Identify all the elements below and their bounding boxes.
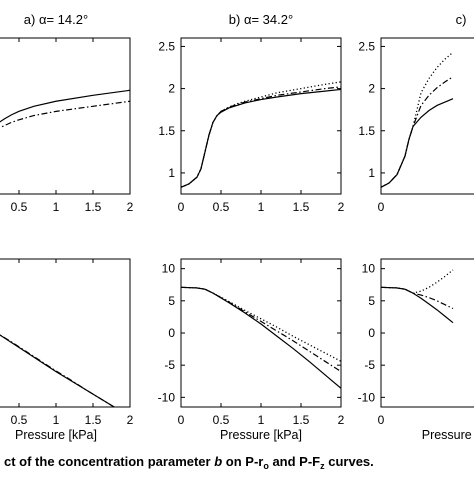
axes-frame <box>0 37 131 195</box>
y-tick-label: 5 <box>168 294 175 308</box>
x-tick-label: 2 <box>338 200 345 214</box>
x-tick-label: 2 <box>127 413 134 427</box>
x-tick-label: 1.5 <box>85 200 102 214</box>
series-line-dashdot <box>381 76 454 188</box>
x-tick-label: 2 <box>127 200 134 214</box>
caption-param: b <box>214 454 222 469</box>
y-tick-label: 1.5 <box>358 124 375 138</box>
y-tick-label: -10 <box>358 390 376 404</box>
subplot-title: a) α= 14.2° <box>24 12 88 27</box>
series-group <box>0 89 131 129</box>
subplot-3: 0 1 1.5 2 2.5 c) <box>358 12 474 214</box>
axes-frame <box>380 258 474 408</box>
caption-sub1: o <box>263 461 269 471</box>
y-tick-label: 1 <box>368 166 375 180</box>
y-tick-label: 10 <box>362 262 376 276</box>
series-group <box>381 51 454 188</box>
y-tick-label: 10 <box>162 262 176 276</box>
series-line-dashdot <box>181 286 341 373</box>
subplot-5: 0 0.5 1 1.5 2 -10 -5 0 5 10 Pressure [kPa] <box>158 258 345 442</box>
series-group <box>381 269 454 324</box>
axes-frame <box>180 258 342 408</box>
subplot-1: 0.5 1 1.5 2 a) α= 14.2° <box>0 12 134 214</box>
series-line-dotted <box>381 269 454 294</box>
figure-caption: ct of the concentration parameter b on P… <box>4 454 374 471</box>
y-tick-label: 5 <box>368 294 375 308</box>
series-line-solid <box>0 334 116 407</box>
y-tick-label: -5 <box>164 358 175 372</box>
caption-post: curves. <box>325 454 374 469</box>
x-tick-label: 0.5 <box>213 200 230 214</box>
subplots: 0.5 1 1.5 2 a) α= 14.2° 0 0.5 1 1.5 2 1 1.5 2 2.5 b) α… <box>0 12 474 442</box>
series-group <box>0 334 116 407</box>
y-tick-label: 2.5 <box>158 39 175 53</box>
y-tick-label: 0 <box>168 326 175 340</box>
x-tick-label: 0 <box>178 200 185 214</box>
series-line-dashdot <box>0 100 131 129</box>
x-tick-label: 2 <box>338 413 345 427</box>
series-group <box>181 81 341 188</box>
axes-frame <box>180 37 342 195</box>
axes-frame <box>0 258 131 408</box>
x-tick-label: 1 <box>53 200 60 214</box>
x-axis-label: Pressure [kPa] <box>15 428 97 442</box>
x-tick-label: 1.5 <box>293 413 310 427</box>
series-line-solid <box>181 286 341 389</box>
y-tick-label: 1.5 <box>158 124 175 138</box>
series-line-solid <box>0 89 131 123</box>
subplot-title: b) α= 34.2° <box>229 12 293 27</box>
series-line-dashdot <box>381 286 454 310</box>
caption-sub2: z <box>320 461 325 471</box>
subplot-title: c) <box>456 12 467 27</box>
x-tick-label: 0.5 <box>11 413 28 427</box>
x-tick-label: 0 <box>378 200 385 214</box>
y-tick-label: -5 <box>364 358 375 372</box>
x-tick-label: 1 <box>53 413 60 427</box>
caption-mid1: on P-r <box>222 454 263 469</box>
y-tick-label: 0 <box>368 326 375 340</box>
y-tick-label: -10 <box>158 390 176 404</box>
y-tick-label: 2.5 <box>358 39 375 53</box>
subplot-4: 0.5 1 1.5 2 Pressure [kPa] <box>0 258 134 442</box>
caption-pre: ct of the concentration parameter <box>4 454 214 469</box>
x-tick-label: 1 <box>258 413 265 427</box>
x-tick-label: 1.5 <box>293 200 310 214</box>
series-line-dotted <box>181 81 341 188</box>
x-tick-label: 0 <box>178 413 185 427</box>
series-line-dotted <box>381 51 454 188</box>
series-line-solid <box>181 88 341 188</box>
y-tick-label: 2 <box>368 82 375 96</box>
series-group <box>181 286 341 389</box>
y-tick-label: 2 <box>168 82 175 96</box>
x-tick-label: 0.5 <box>213 413 230 427</box>
subplot-2: 0 0.5 1 1.5 2 1 1.5 2 2.5 b) α= 34.2° <box>158 12 344 214</box>
x-tick-label: 0 <box>378 413 385 427</box>
series-line-dashdot <box>0 334 116 407</box>
axes-frame <box>380 37 474 195</box>
x-tick-label: 1.5 <box>85 413 102 427</box>
x-tick-label: 0.5 <box>11 200 28 214</box>
y-tick-label: 1 <box>168 166 175 180</box>
series-line-dashdot <box>181 86 341 188</box>
series-line-dotted <box>181 286 341 362</box>
caption-mid2: and P-F <box>269 454 320 469</box>
x-axis-label: Pressure [kPa <box>422 428 474 442</box>
x-tick-label: 1 <box>258 200 265 214</box>
x-axis-label: Pressure [kPa] <box>220 428 302 442</box>
